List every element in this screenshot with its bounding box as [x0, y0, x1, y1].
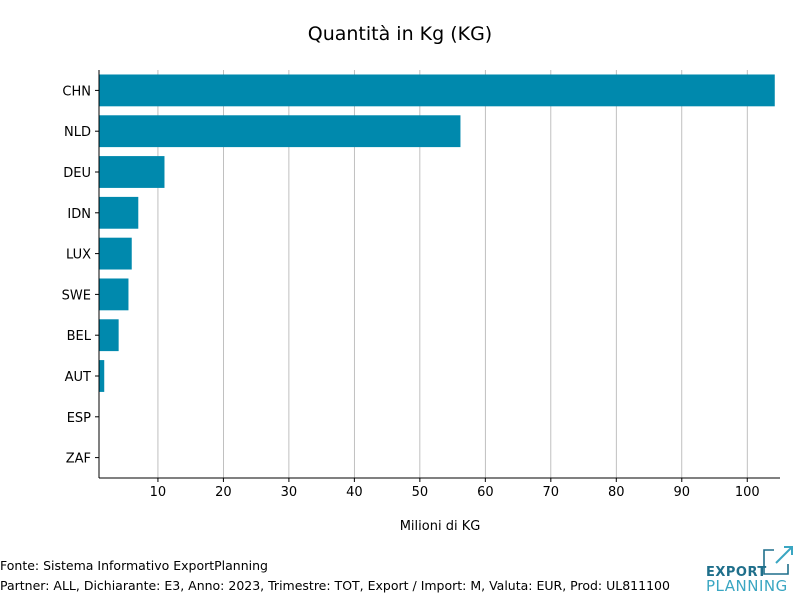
x-tick-label: 90 [674, 485, 691, 500]
chart-title: Quantità in Kg (KG) [308, 23, 492, 45]
bar-chart: Quantità in Kg (KG) 10 20 30 40 50 60 70 80 90 10… [62, 23, 780, 534]
axes [98, 70, 780, 479]
x-axis-ticks: 10 20 30 40 50 60 70 80 90 100 [150, 478, 760, 500]
y-tick-label: NLD [64, 125, 91, 140]
x-tick-label: 20 [215, 485, 232, 500]
y-tick-label: LUX [66, 248, 91, 263]
y-tick-label: IDN [67, 207, 91, 222]
bar-idn [99, 196, 139, 229]
bar-chn [99, 74, 775, 107]
bar-swe [99, 278, 129, 311]
y-tick-label: ZAF [66, 452, 91, 467]
source-note: Fonte: Sistema Informativo ExportPlannin… [0, 558, 268, 573]
x-tick-label: 80 [608, 485, 625, 500]
y-tick-label: SWE [62, 288, 91, 303]
x-tick-label: 60 [477, 485, 494, 500]
y-tick-label: BEL [67, 329, 92, 344]
bars [99, 74, 775, 392]
logo-line-2: PLANNING [706, 577, 788, 594]
x-axis-label: Milioni di KG [400, 519, 481, 534]
bar-aut [99, 360, 105, 392]
bar-nld [99, 115, 461, 148]
y-tick-label: CHN [62, 84, 91, 99]
y-tick-label: ESP [67, 411, 91, 426]
bar-bel [99, 319, 119, 352]
x-tick-label: 10 [150, 485, 167, 500]
x-tick-label: 100 [735, 485, 760, 500]
bar-lux [99, 237, 132, 270]
x-tick-label: 50 [412, 485, 429, 500]
logo-line-1: EXPORT [706, 565, 767, 580]
y-axis-ticks: CHN NLD DEU IDN LUX SWE BEL AUT ESP ZAF [62, 84, 99, 467]
details-note: Partner: ALL, Dichiarante: E3, Anno: 202… [0, 578, 670, 593]
y-tick-label: DEU [63, 166, 91, 181]
logo-arrow-icon [763, 546, 793, 575]
bar-deu [99, 156, 165, 188]
exportplanning-logo: EXPORT PLANNING [706, 546, 793, 594]
x-tick-label: 30 [281, 485, 298, 500]
y-tick-label: AUT [65, 370, 91, 385]
x-tick-label: 40 [346, 485, 363, 500]
x-tick-label: 70 [543, 485, 560, 500]
